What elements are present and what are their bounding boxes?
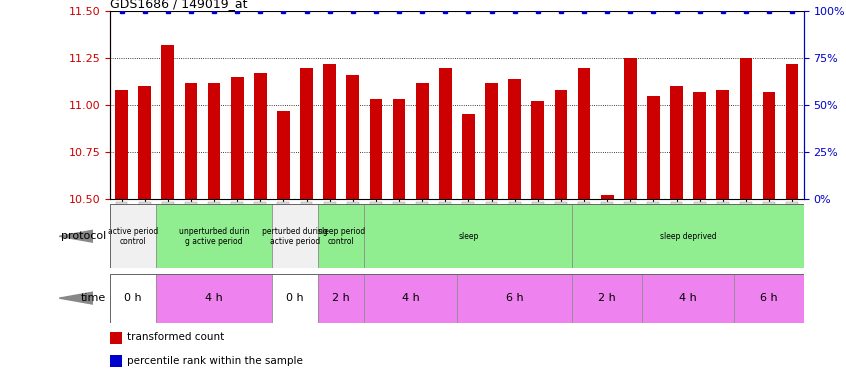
Text: transformed count: transformed count <box>127 333 224 342</box>
Text: percentile rank within the sample: percentile rank within the sample <box>127 356 303 366</box>
Bar <box>110 332 123 344</box>
Bar <box>573 204 804 268</box>
Bar <box>457 274 573 322</box>
Bar <box>601 195 613 199</box>
Bar <box>393 99 405 199</box>
Bar <box>670 86 683 199</box>
Bar <box>642 274 734 322</box>
Bar <box>346 75 360 199</box>
Bar <box>162 45 174 199</box>
Bar <box>300 68 313 199</box>
Bar <box>531 101 544 199</box>
Bar <box>323 64 336 199</box>
Bar <box>272 204 318 268</box>
Bar <box>762 92 776 199</box>
Bar <box>734 274 804 322</box>
Bar <box>231 77 244 199</box>
Bar <box>786 64 799 199</box>
Text: 2 h: 2 h <box>598 293 616 303</box>
Bar <box>318 274 365 322</box>
Bar <box>110 274 157 322</box>
Bar <box>554 90 568 199</box>
Bar <box>254 73 266 199</box>
Bar <box>318 204 365 268</box>
Polygon shape <box>59 230 93 242</box>
Bar <box>138 86 151 199</box>
Bar <box>415 82 429 199</box>
Bar <box>115 90 128 199</box>
Bar <box>370 99 382 199</box>
Text: 6 h: 6 h <box>761 293 777 303</box>
Text: perturbed during
active period: perturbed during active period <box>262 226 328 246</box>
Bar <box>717 90 729 199</box>
Bar <box>693 92 706 199</box>
Text: 2 h: 2 h <box>332 293 350 303</box>
Bar <box>365 204 573 268</box>
Bar <box>365 274 457 322</box>
Bar <box>157 274 272 322</box>
Bar <box>739 58 752 199</box>
Text: sleep deprived: sleep deprived <box>660 232 717 241</box>
Text: 4 h: 4 h <box>679 293 697 303</box>
Text: 4 h: 4 h <box>206 293 222 303</box>
Bar <box>277 111 290 199</box>
Text: 6 h: 6 h <box>506 293 524 303</box>
Bar <box>157 204 272 268</box>
Bar <box>439 68 452 199</box>
Text: sleep period
control: sleep period control <box>317 226 365 246</box>
Bar <box>508 79 521 199</box>
Bar <box>272 274 318 322</box>
Text: active period
control: active period control <box>108 226 158 246</box>
Bar <box>624 58 637 199</box>
Bar <box>184 82 197 199</box>
Bar <box>578 68 591 199</box>
Text: 0 h: 0 h <box>124 293 142 303</box>
Bar <box>207 82 221 199</box>
Bar <box>110 204 157 268</box>
Bar <box>647 96 660 199</box>
Bar <box>573 274 642 322</box>
Text: 0 h: 0 h <box>286 293 304 303</box>
Text: GDS1686 / 149019_at: GDS1686 / 149019_at <box>110 0 248 10</box>
Bar <box>462 114 475 199</box>
Text: sleep: sleep <box>459 232 479 241</box>
Text: 4 h: 4 h <box>402 293 420 303</box>
Bar <box>485 82 498 199</box>
Text: time: time <box>80 293 106 303</box>
Polygon shape <box>59 292 93 304</box>
Bar <box>110 356 123 367</box>
Text: protocol: protocol <box>61 231 106 241</box>
Text: unperturbed durin
g active period: unperturbed durin g active period <box>179 226 250 246</box>
